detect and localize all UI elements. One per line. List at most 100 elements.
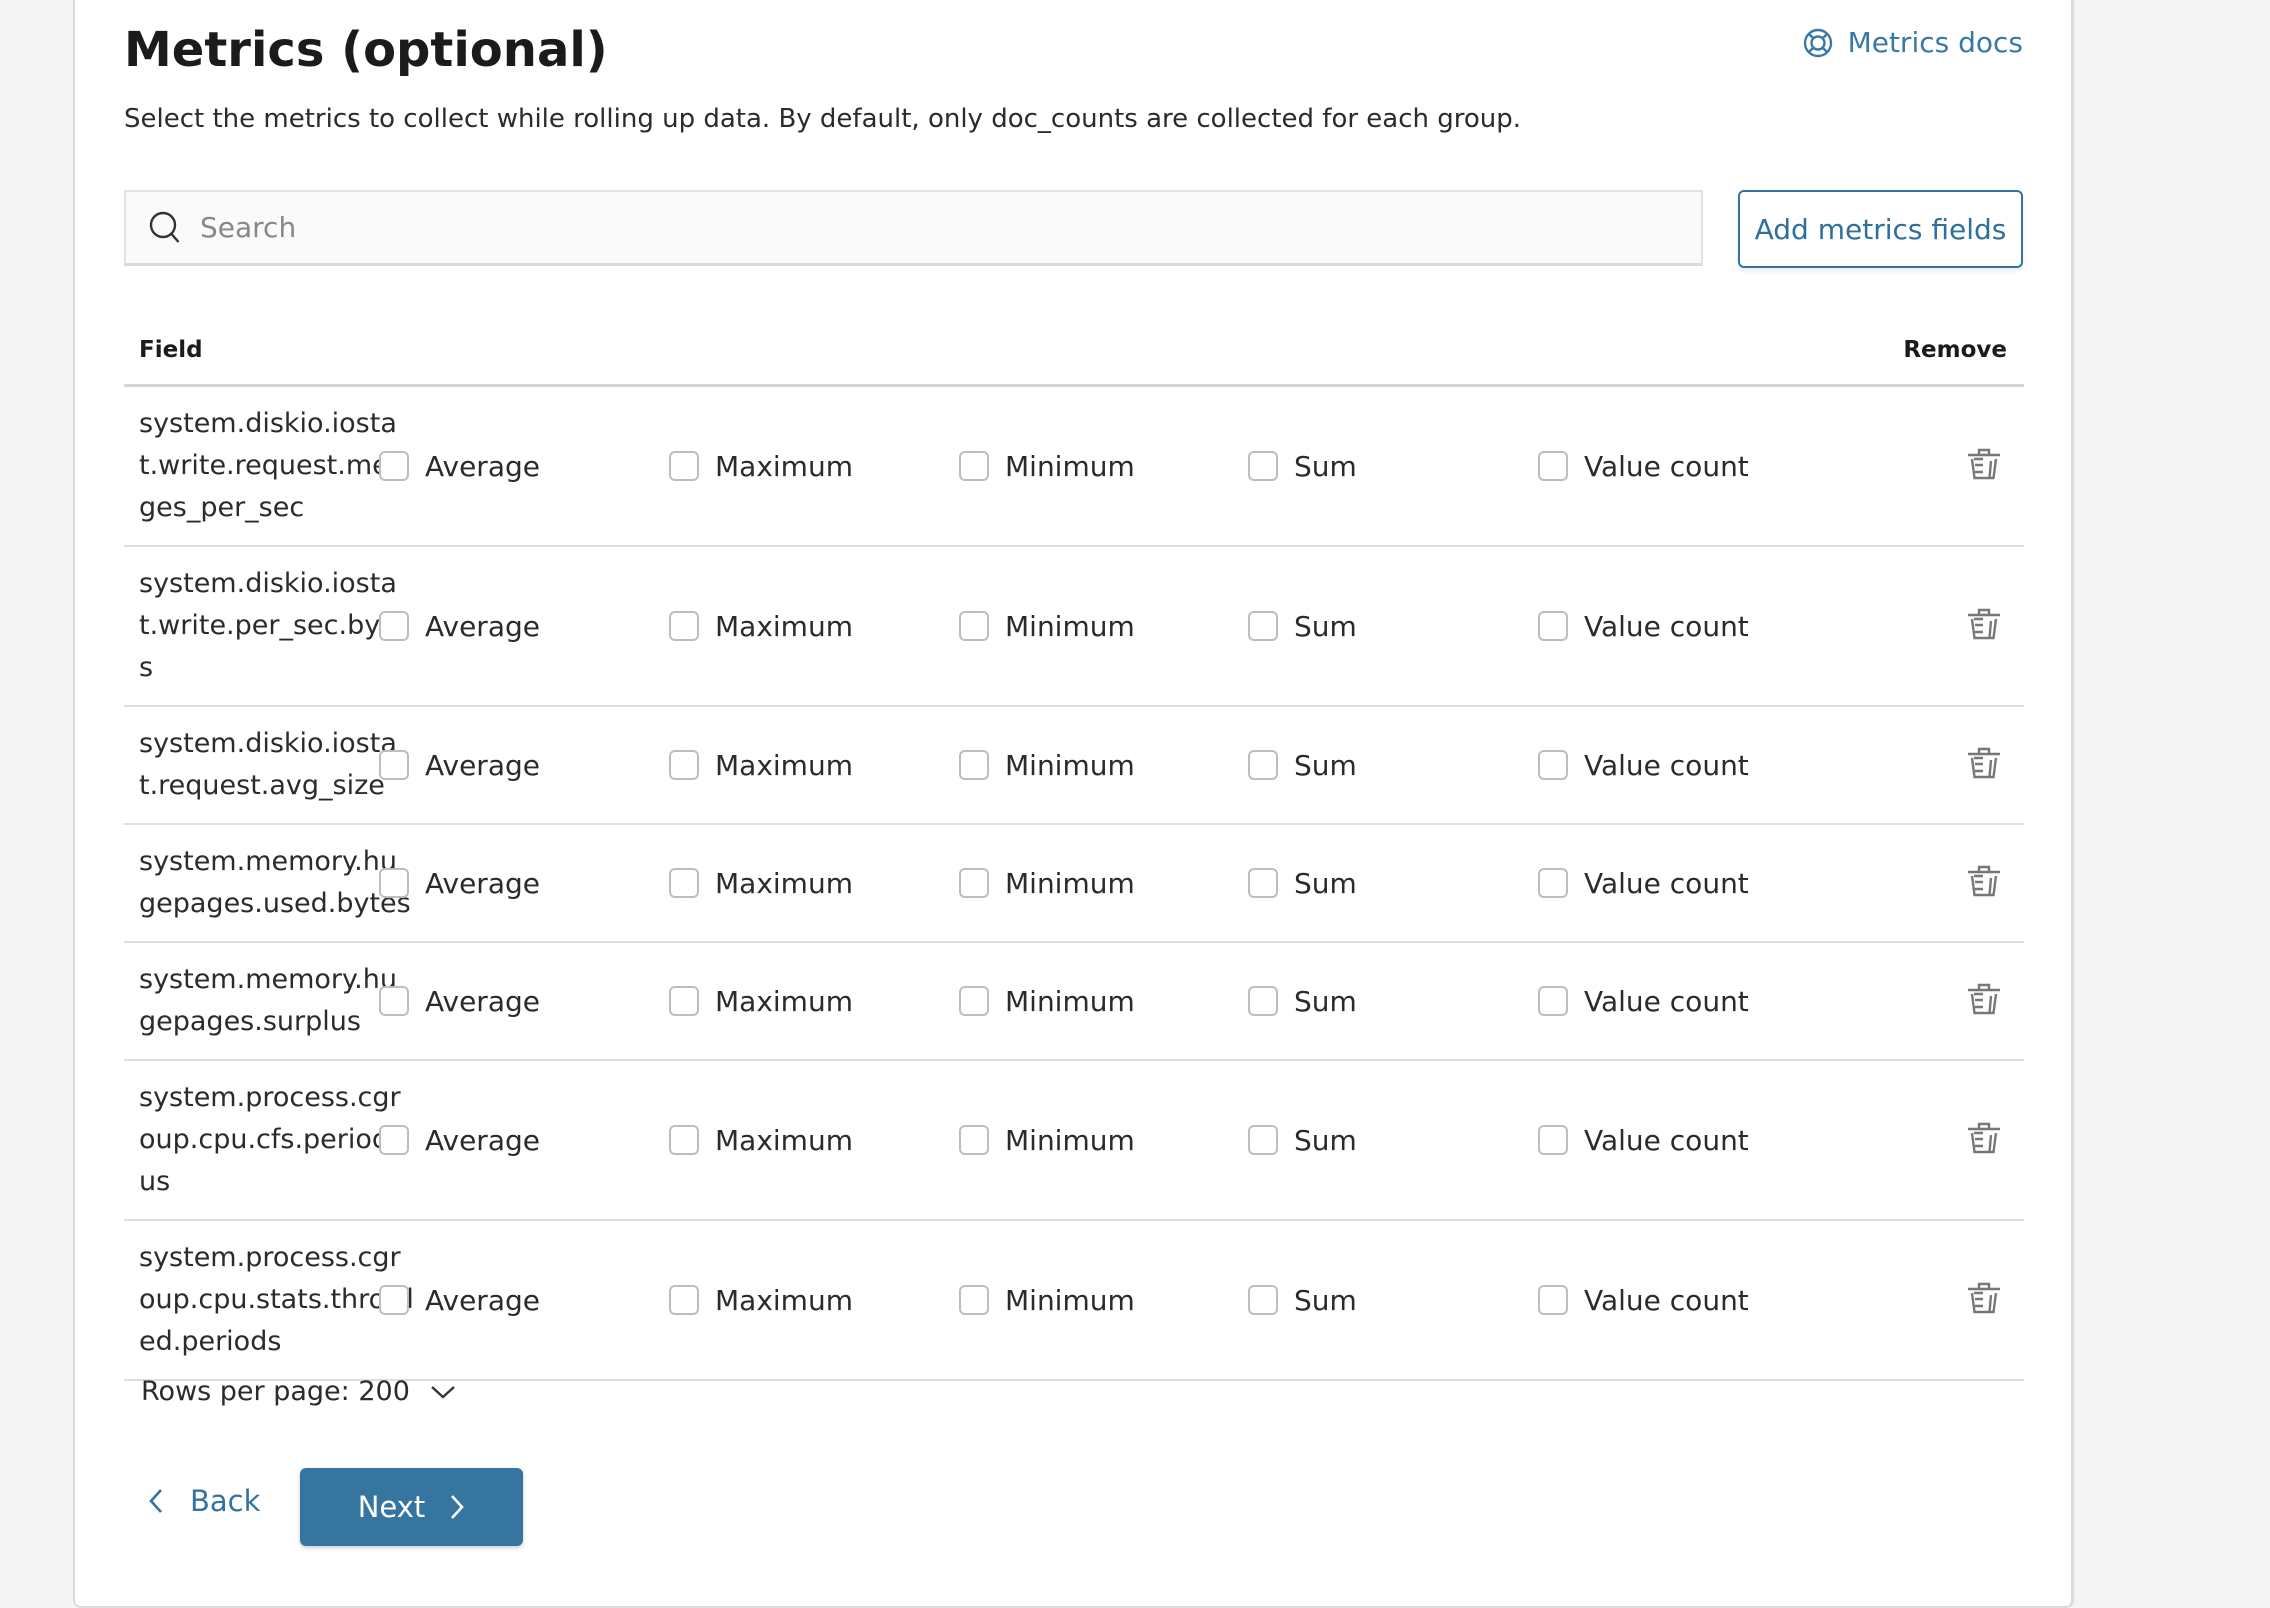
metric-option-value-count[interactable]: Value count <box>1538 450 1749 483</box>
metric-option-value-count[interactable]: Value count <box>1538 1284 1749 1317</box>
checkbox[interactable] <box>669 986 699 1016</box>
checkbox[interactable] <box>1248 750 1278 780</box>
trash-icon[interactable] <box>1967 982 2001 1020</box>
checkbox[interactable] <box>669 451 699 481</box>
metric-option-minimum[interactable]: Minimum <box>959 1124 1135 1157</box>
checkbox[interactable] <box>1248 611 1278 641</box>
trash-icon[interactable] <box>1967 1121 2001 1159</box>
metric-option-minimum[interactable]: Minimum <box>959 985 1135 1018</box>
checkbox[interactable] <box>669 1285 699 1315</box>
checkbox[interactable] <box>1248 451 1278 481</box>
metric-option-sum[interactable]: Sum <box>1248 450 1357 483</box>
checkbox[interactable] <box>959 868 989 898</box>
checkbox-label: Maximum <box>715 748 853 782</box>
metric-option-average[interactable]: Average <box>379 749 540 782</box>
checkbox[interactable] <box>1538 1125 1568 1155</box>
checkbox[interactable] <box>1248 986 1278 1016</box>
metric-option-minimum[interactable]: Minimum <box>959 867 1135 900</box>
checkbox[interactable] <box>379 868 409 898</box>
trash-icon[interactable] <box>1967 447 2001 485</box>
checkbox[interactable] <box>959 986 989 1016</box>
back-button[interactable]: Back <box>148 1484 260 1518</box>
metric-option-minimum[interactable]: Minimum <box>959 610 1135 643</box>
checkbox[interactable] <box>379 611 409 641</box>
checkbox[interactable] <box>1538 451 1568 481</box>
checkbox[interactable] <box>1538 868 1568 898</box>
metric-option-sum[interactable]: Sum <box>1248 985 1357 1018</box>
metric-option-maximum[interactable]: Maximum <box>669 610 853 643</box>
metric-option-minimum[interactable]: Minimum <box>959 749 1135 782</box>
checkbox[interactable] <box>1538 986 1568 1016</box>
checkbox-label: Minimum <box>1005 866 1135 900</box>
trash-icon[interactable] <box>1967 864 2001 902</box>
metric-option-value-count[interactable]: Value count <box>1538 985 1749 1018</box>
checkbox[interactable] <box>379 750 409 780</box>
metrics-docs-link[interactable]: Metrics docs <box>1802 26 2023 59</box>
checkbox[interactable] <box>379 451 409 481</box>
checkbox[interactable] <box>379 1125 409 1155</box>
metric-option-minimum[interactable]: Minimum <box>959 450 1135 483</box>
metric-option-average[interactable]: Average <box>379 610 540 643</box>
metric-option-value-count[interactable]: Value count <box>1538 610 1749 643</box>
metric-option-average[interactable]: Average <box>379 450 540 483</box>
metric-option-sum[interactable]: Sum <box>1248 749 1357 782</box>
rows-per-page-select[interactable]: Rows per page: 200 <box>141 1376 456 1407</box>
metric-option-sum[interactable]: Sum <box>1248 610 1357 643</box>
search-input[interactable] <box>198 210 1701 245</box>
trash-icon[interactable] <box>1967 607 2001 645</box>
checkbox[interactable] <box>1538 1285 1568 1315</box>
column-header-remove: Remove <box>1903 337 2007 363</box>
search-icon <box>149 211 180 243</box>
metric-option-maximum[interactable]: Maximum <box>669 867 853 900</box>
trash-icon[interactable] <box>1967 746 2001 784</box>
checkbox[interactable] <box>1248 1285 1278 1315</box>
metric-option-maximum[interactable]: Maximum <box>669 985 853 1018</box>
metric-option-maximum[interactable]: Maximum <box>669 749 853 782</box>
metric-option-sum[interactable]: Sum <box>1248 1284 1357 1317</box>
checkbox-label: Value count <box>1584 449 1749 483</box>
table-row: system.memory.hugepages.used.bytes Averag… <box>124 825 2024 943</box>
metric-option-sum[interactable]: Sum <box>1248 1124 1357 1157</box>
checkbox[interactable] <box>379 986 409 1016</box>
next-button[interactable]: Next <box>300 1468 523 1546</box>
checkbox[interactable] <box>1538 750 1568 780</box>
metric-option-average[interactable]: Average <box>379 867 540 900</box>
checkbox-label: Minimum <box>1005 449 1135 483</box>
table-row: system.process.cgroup.cpu.stats.throttle… <box>124 1221 2024 1381</box>
metric-option-maximum[interactable]: Maximum <box>669 450 853 483</box>
checkbox-label: Minimum <box>1005 984 1135 1018</box>
checkbox[interactable] <box>959 750 989 780</box>
metric-option-average[interactable]: Average <box>379 1284 540 1317</box>
checkbox[interactable] <box>959 1285 989 1315</box>
checkbox[interactable] <box>669 868 699 898</box>
table-row: system.memory.hugepages.surplus Average Ma… <box>124 943 2024 1061</box>
table-row: system.diskio.iostat.request.avg_size Ave… <box>124 707 2024 825</box>
table-row: system.diskio.iostat.write.per_sec.bytes… <box>124 547 2024 707</box>
checkbox[interactable] <box>1248 868 1278 898</box>
metric-option-maximum[interactable]: Maximum <box>669 1284 853 1317</box>
metric-option-value-count[interactable]: Value count <box>1538 867 1749 900</box>
checkbox[interactable] <box>379 1285 409 1315</box>
checkbox[interactable] <box>959 611 989 641</box>
search-box <box>124 190 1703 266</box>
checkbox[interactable] <box>959 451 989 481</box>
trash-icon[interactable] <box>1967 1281 2001 1319</box>
metric-option-value-count[interactable]: Value count <box>1538 749 1749 782</box>
checkbox[interactable] <box>669 750 699 780</box>
checkbox[interactable] <box>669 1125 699 1155</box>
add-metrics-fields-button[interactable]: Add metrics fields <box>1738 190 2023 268</box>
checkbox[interactable] <box>1538 611 1568 641</box>
metric-option-value-count[interactable]: Value count <box>1538 1124 1749 1157</box>
metric-option-average[interactable]: Average <box>379 985 540 1018</box>
metric-option-average[interactable]: Average <box>379 1124 540 1157</box>
metric-option-minimum[interactable]: Minimum <box>959 1284 1135 1317</box>
field-name: system.diskio.iostat.request.avg_size <box>139 728 397 801</box>
metric-option-maximum[interactable]: Maximum <box>669 1124 853 1157</box>
checkbox-label: Minimum <box>1005 1283 1135 1317</box>
checkbox[interactable] <box>959 1125 989 1155</box>
checkbox[interactable] <box>1248 1125 1278 1155</box>
metric-option-sum[interactable]: Sum <box>1248 867 1357 900</box>
checkbox-label: Sum <box>1294 609 1357 643</box>
checkbox[interactable] <box>669 611 699 641</box>
field-name: system.diskio.iostat.write.request.merge… <box>139 408 400 523</box>
